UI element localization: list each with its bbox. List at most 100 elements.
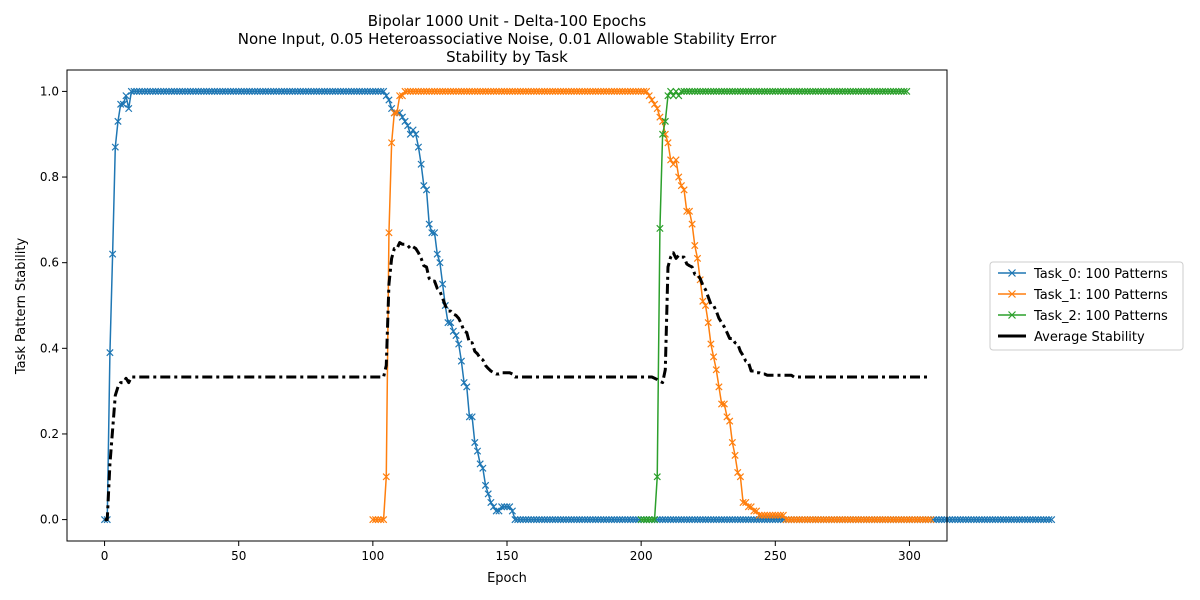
data-point-marker — [814, 515, 822, 524]
data-point-marker — [1002, 515, 1010, 524]
data-point-marker — [353, 87, 361, 96]
data-point-marker — [675, 92, 683, 100]
data-point-marker — [422, 87, 431, 96]
data-point-marker — [565, 87, 573, 96]
data-point-marker — [178, 87, 186, 96]
data-point-marker — [779, 87, 787, 96]
data-point-marker — [342, 87, 350, 96]
data-point-marker — [648, 515, 656, 524]
data-point-marker — [245, 87, 254, 96]
data-point-marker — [903, 515, 911, 524]
data-point-marker — [540, 87, 549, 96]
data-point-marker — [766, 511, 774, 519]
data-point-marker — [573, 515, 581, 524]
data-point-marker — [452, 87, 460, 96]
data-point-marker — [267, 87, 275, 96]
data-point-marker — [707, 87, 715, 96]
data-point-marker — [658, 515, 667, 524]
data-point-marker — [484, 490, 492, 498]
data-point-marker — [701, 301, 710, 310]
data-point-marker — [672, 87, 680, 96]
data-point-marker — [718, 400, 726, 408]
data-point-marker — [578, 515, 586, 524]
data-point-marker — [822, 87, 830, 96]
data-point-marker — [527, 515, 535, 524]
data-point-marker — [1031, 515, 1040, 524]
data-point-marker — [718, 515, 726, 524]
data-point-marker — [433, 250, 441, 258]
data-point-marker — [205, 87, 213, 96]
data-point-marker — [181, 87, 189, 96]
data-point-marker — [355, 87, 364, 96]
data-point-marker — [774, 87, 782, 96]
data-point-marker — [836, 515, 844, 524]
data-point-marker — [897, 87, 906, 96]
data-point-marker — [463, 383, 471, 391]
data-point-marker — [720, 515, 728, 524]
data-point-marker — [701, 515, 710, 524]
data-point-marker — [326, 87, 334, 96]
y-tick-label: 0.2 — [40, 427, 59, 441]
data-point-marker — [892, 87, 900, 96]
data-point-marker — [457, 357, 466, 365]
data-point-marker — [404, 87, 412, 96]
data-point-marker — [731, 451, 739, 459]
data-point-marker — [315, 87, 323, 96]
data-point-marker — [216, 87, 224, 96]
data-point-marker — [701, 87, 710, 96]
data-point-marker — [661, 515, 669, 524]
data-point-marker — [868, 87, 876, 96]
data-point-marker — [275, 87, 283, 96]
data-point-marker — [388, 104, 396, 113]
data-point-marker — [854, 87, 863, 96]
data-point-marker — [685, 87, 694, 96]
data-point-marker — [151, 87, 160, 96]
data-point-marker — [758, 511, 766, 519]
data-point-marker — [106, 348, 114, 357]
data-point-marker — [806, 515, 814, 524]
data-point-marker — [465, 87, 474, 96]
data-point-marker — [543, 87, 551, 96]
data-point-marker — [959, 515, 967, 524]
data-point-marker — [304, 87, 313, 96]
data-point-marker — [500, 503, 508, 511]
data-point-marker — [192, 87, 200, 96]
data-point-marker — [744, 503, 753, 511]
data-point-marker — [884, 87, 892, 96]
chart-title: Bipolar 1000 Unit - Delta-100 Epochs Non… — [238, 12, 777, 66]
data-point-marker — [283, 87, 291, 96]
data-point-marker — [650, 100, 659, 108]
data-point-marker — [876, 87, 884, 96]
data-point-marker — [361, 87, 369, 96]
data-point-marker — [736, 515, 745, 524]
data-point-marker — [755, 87, 763, 96]
y-axis-ticks: 0.0 0.2 0.4 0.6 0.8 1.0 — [40, 84, 67, 527]
legend-label-3: Average Stability — [1034, 330, 1145, 345]
data-point-marker — [508, 87, 516, 96]
data-point-marker — [406, 130, 415, 138]
data-point-marker — [532, 515, 541, 524]
chart-title-line-3: Stability by Task — [446, 48, 568, 66]
data-point-marker — [345, 87, 353, 96]
data-point-marker — [938, 515, 946, 524]
data-point-marker — [170, 87, 178, 96]
data-point-marker — [436, 259, 444, 267]
data-point-marker — [667, 156, 675, 164]
data-point-marker — [731, 515, 739, 524]
data-point-marker — [503, 87, 511, 96]
data-point-marker — [608, 87, 616, 96]
data-point-marker — [849, 515, 857, 524]
data-point-marker — [653, 104, 661, 113]
data-point-marker — [417, 87, 425, 96]
data-point-marker — [624, 87, 632, 96]
data-point-marker — [162, 87, 170, 96]
data-point-marker — [712, 87, 720, 96]
data-point-marker — [997, 515, 1005, 524]
data-point-marker — [557, 515, 565, 524]
x-tick-label: 200 — [630, 549, 653, 563]
x-tick-label: 150 — [496, 549, 519, 563]
data-point-marker — [334, 87, 342, 96]
data-point-marker — [667, 87, 675, 96]
data-point-marker — [771, 87, 779, 96]
data-point-marker — [892, 515, 900, 524]
